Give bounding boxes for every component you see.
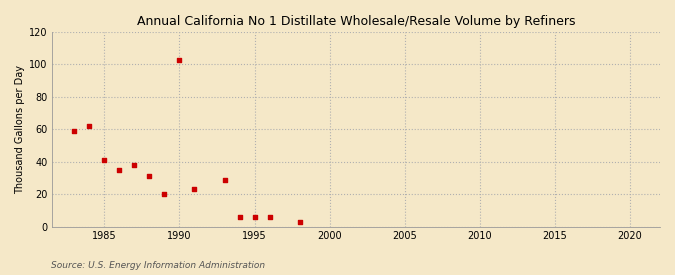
Y-axis label: Thousand Gallons per Day: Thousand Gallons per Day (15, 65, 25, 194)
Point (99, 158, 110, 162)
Point (69, 129, 80, 133)
Point (219, 177, 230, 182)
Point (174, 57, 185, 62)
Title: Annual California No 1 Distillate Wholesale/Resale Volume by Refiners: Annual California No 1 Distillate Wholes… (136, 15, 575, 28)
Point (234, 215, 245, 219)
Point (189, 187, 200, 191)
Point (264, 215, 275, 219)
Point (294, 219, 305, 224)
Point (144, 174, 155, 178)
Point (249, 215, 260, 219)
Point (129, 163, 140, 167)
Point (159, 192, 170, 196)
Point (84, 124, 95, 128)
Text: Source: U.S. Energy Information Administration: Source: U.S. Energy Information Administ… (51, 260, 265, 270)
Point (114, 168, 125, 172)
